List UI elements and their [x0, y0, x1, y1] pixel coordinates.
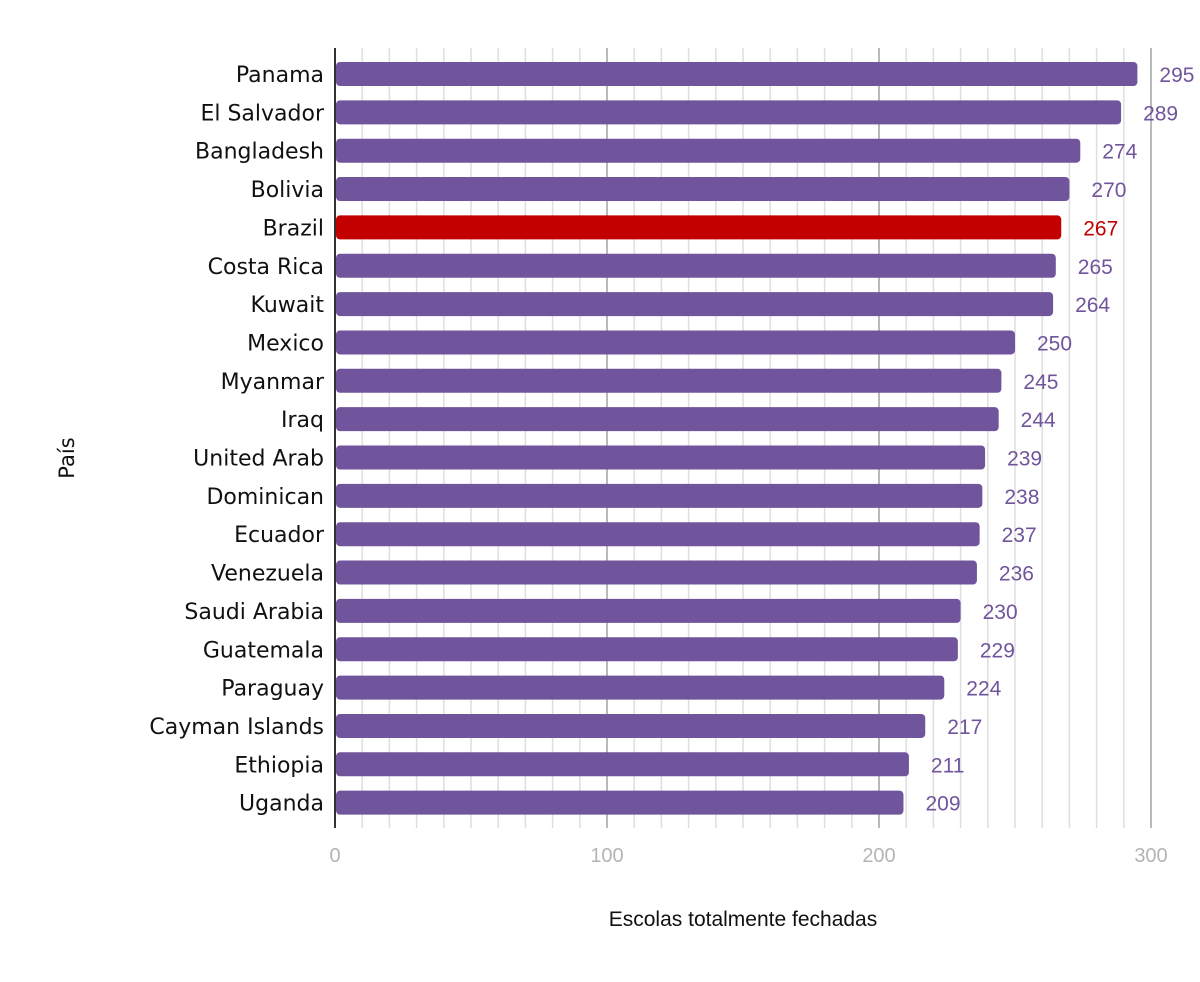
- value-label: 224: [966, 678, 1001, 701]
- category-label: Ecuador: [234, 523, 325, 548]
- value-label: 267: [1083, 217, 1118, 240]
- bar-ethiopia: [336, 752, 909, 777]
- category-label: Guatemala: [203, 638, 324, 663]
- bar-cayman-islands: [336, 713, 926, 738]
- value-label: 237: [1002, 524, 1037, 547]
- bar-bangladesh: [336, 138, 1081, 163]
- x-tick-label: 100: [590, 845, 623, 867]
- category-label: Paraguay: [221, 677, 324, 702]
- bar-costa-rica: [336, 253, 1056, 278]
- x-tick-label: 300: [1134, 845, 1167, 867]
- value-label: 264: [1075, 294, 1110, 317]
- value-label: 250: [1037, 332, 1072, 355]
- x-axis-title: Escolas totalmente fechadas: [609, 908, 878, 931]
- bar-ecuador: [336, 522, 980, 547]
- category-label: Uganda: [239, 792, 324, 817]
- value-label: 295: [1159, 64, 1194, 87]
- bar-panama: [336, 62, 1138, 86]
- bar-el-salvador: [336, 100, 1122, 125]
- value-label: 236: [999, 563, 1034, 586]
- bar-mexico: [336, 330, 1015, 355]
- value-label: 289: [1143, 102, 1178, 125]
- bar-myanmar: [336, 368, 1002, 393]
- category-label: Ethiopia: [234, 753, 324, 778]
- category-label: Dominican: [206, 485, 324, 510]
- value-label: 270: [1091, 179, 1126, 202]
- value-label: 274: [1102, 141, 1137, 164]
- value-label: 209: [925, 793, 960, 816]
- category-label: Panama: [236, 63, 324, 88]
- bar-saudi-arabia: [336, 598, 961, 623]
- value-label: 211: [931, 754, 964, 777]
- bar-bolivia: [336, 177, 1070, 202]
- category-label: Myanmar: [221, 370, 325, 395]
- value-label: 244: [1021, 409, 1056, 432]
- bar-uganda: [336, 790, 904, 815]
- category-label: Cayman Islands: [149, 715, 324, 740]
- category-label: Kuwait: [251, 293, 325, 318]
- x-tick-label: 0: [329, 845, 340, 867]
- bar-dominican: [336, 483, 983, 508]
- value-label: 229: [980, 639, 1015, 662]
- bar-iraq: [336, 407, 999, 432]
- category-label: Mexico: [247, 331, 324, 356]
- bars-group: [336, 62, 1138, 815]
- bar-united-arab: [336, 445, 986, 470]
- value-label: 230: [983, 601, 1018, 624]
- value-label: 238: [1004, 486, 1039, 509]
- grid-lines: [361, 48, 1152, 828]
- value-label: 239: [1007, 448, 1042, 471]
- category-label: Brazil: [263, 216, 324, 241]
- y-axis-title: País: [55, 437, 79, 478]
- value-label: 245: [1023, 371, 1058, 394]
- category-label: Venezuela: [211, 562, 324, 587]
- x-tick-labels: 0 100 200 300: [329, 845, 1167, 867]
- bar-guatemala: [336, 637, 958, 662]
- category-label: Saudi Arabia: [184, 600, 324, 625]
- bar-kuwait: [336, 292, 1054, 317]
- value-label: 265: [1078, 256, 1113, 279]
- x-tick-label: 200: [862, 845, 895, 867]
- category-label: Bangladesh: [195, 140, 324, 165]
- value-label: 217: [947, 716, 982, 739]
- bar-paraguay: [336, 675, 945, 700]
- bar-venezuela: [336, 560, 977, 585]
- category-label: United Arab: [193, 447, 324, 472]
- category-label: Iraq: [281, 408, 324, 433]
- category-label: Costa Rica: [208, 255, 324, 280]
- category-label: Bolivia: [251, 178, 324, 203]
- category-label: El Salvador: [200, 101, 324, 126]
- category-labels: Panama El Salvador Bangladesh Bolivia Brazil…: [149, 63, 325, 817]
- bar-brazil: [336, 215, 1062, 240]
